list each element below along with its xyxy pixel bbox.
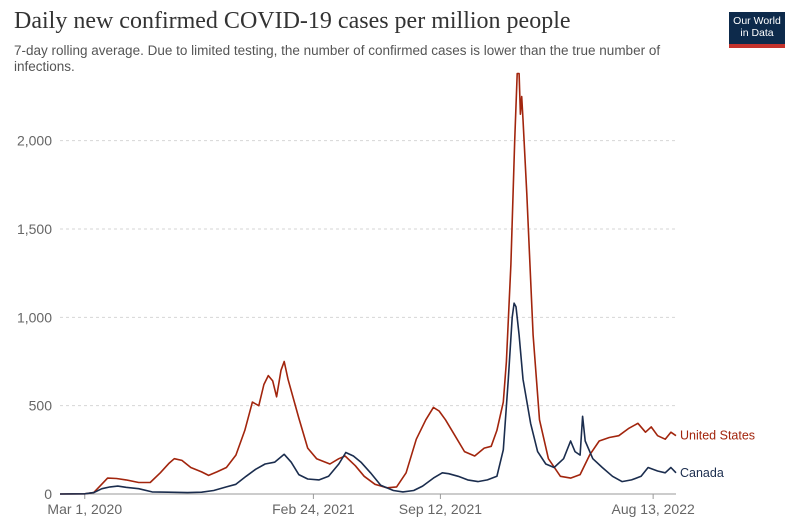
series-line-canada[interactable] xyxy=(59,302,677,495)
x-tick-label: Mar 1, 2020 xyxy=(47,501,122,517)
gridlines xyxy=(60,140,676,495)
chart-subtitle: 7-day rolling average. Due to limited te… xyxy=(14,43,661,74)
x-tick-label: Feb 24, 2021 xyxy=(272,501,355,517)
y-tick-label: 0 xyxy=(44,486,52,502)
x-tick-label: Aug 13, 2022 xyxy=(611,501,695,517)
y-tick-label: 2,000 xyxy=(17,133,52,149)
series-label-canada: Canada xyxy=(680,466,724,480)
logo-line-1: Our World xyxy=(733,15,781,27)
y-axis: 0 500 1,000 1,500 2,000 xyxy=(17,133,52,502)
series-label-united-states: United States xyxy=(680,429,755,443)
x-tick-label: Sep 12, 2021 xyxy=(399,501,483,517)
x-axis: Mar 1, 2020 Feb 24, 2021 Sep 12, 2021 Aug 1… xyxy=(47,494,695,517)
logo-line-2: in Data xyxy=(740,27,774,39)
series-lines xyxy=(59,72,677,495)
chart-title: Daily new confirmed COVID-19 cases per m… xyxy=(14,8,571,34)
y-tick-label: 1,000 xyxy=(17,309,52,325)
series-line-united-states[interactable] xyxy=(59,72,677,495)
owid-logo[interactable]: Our World in Data xyxy=(729,12,785,48)
series-labels: United States Canada xyxy=(680,429,755,480)
y-tick-label: 1,500 xyxy=(17,221,52,237)
y-tick-label: 500 xyxy=(29,398,53,414)
